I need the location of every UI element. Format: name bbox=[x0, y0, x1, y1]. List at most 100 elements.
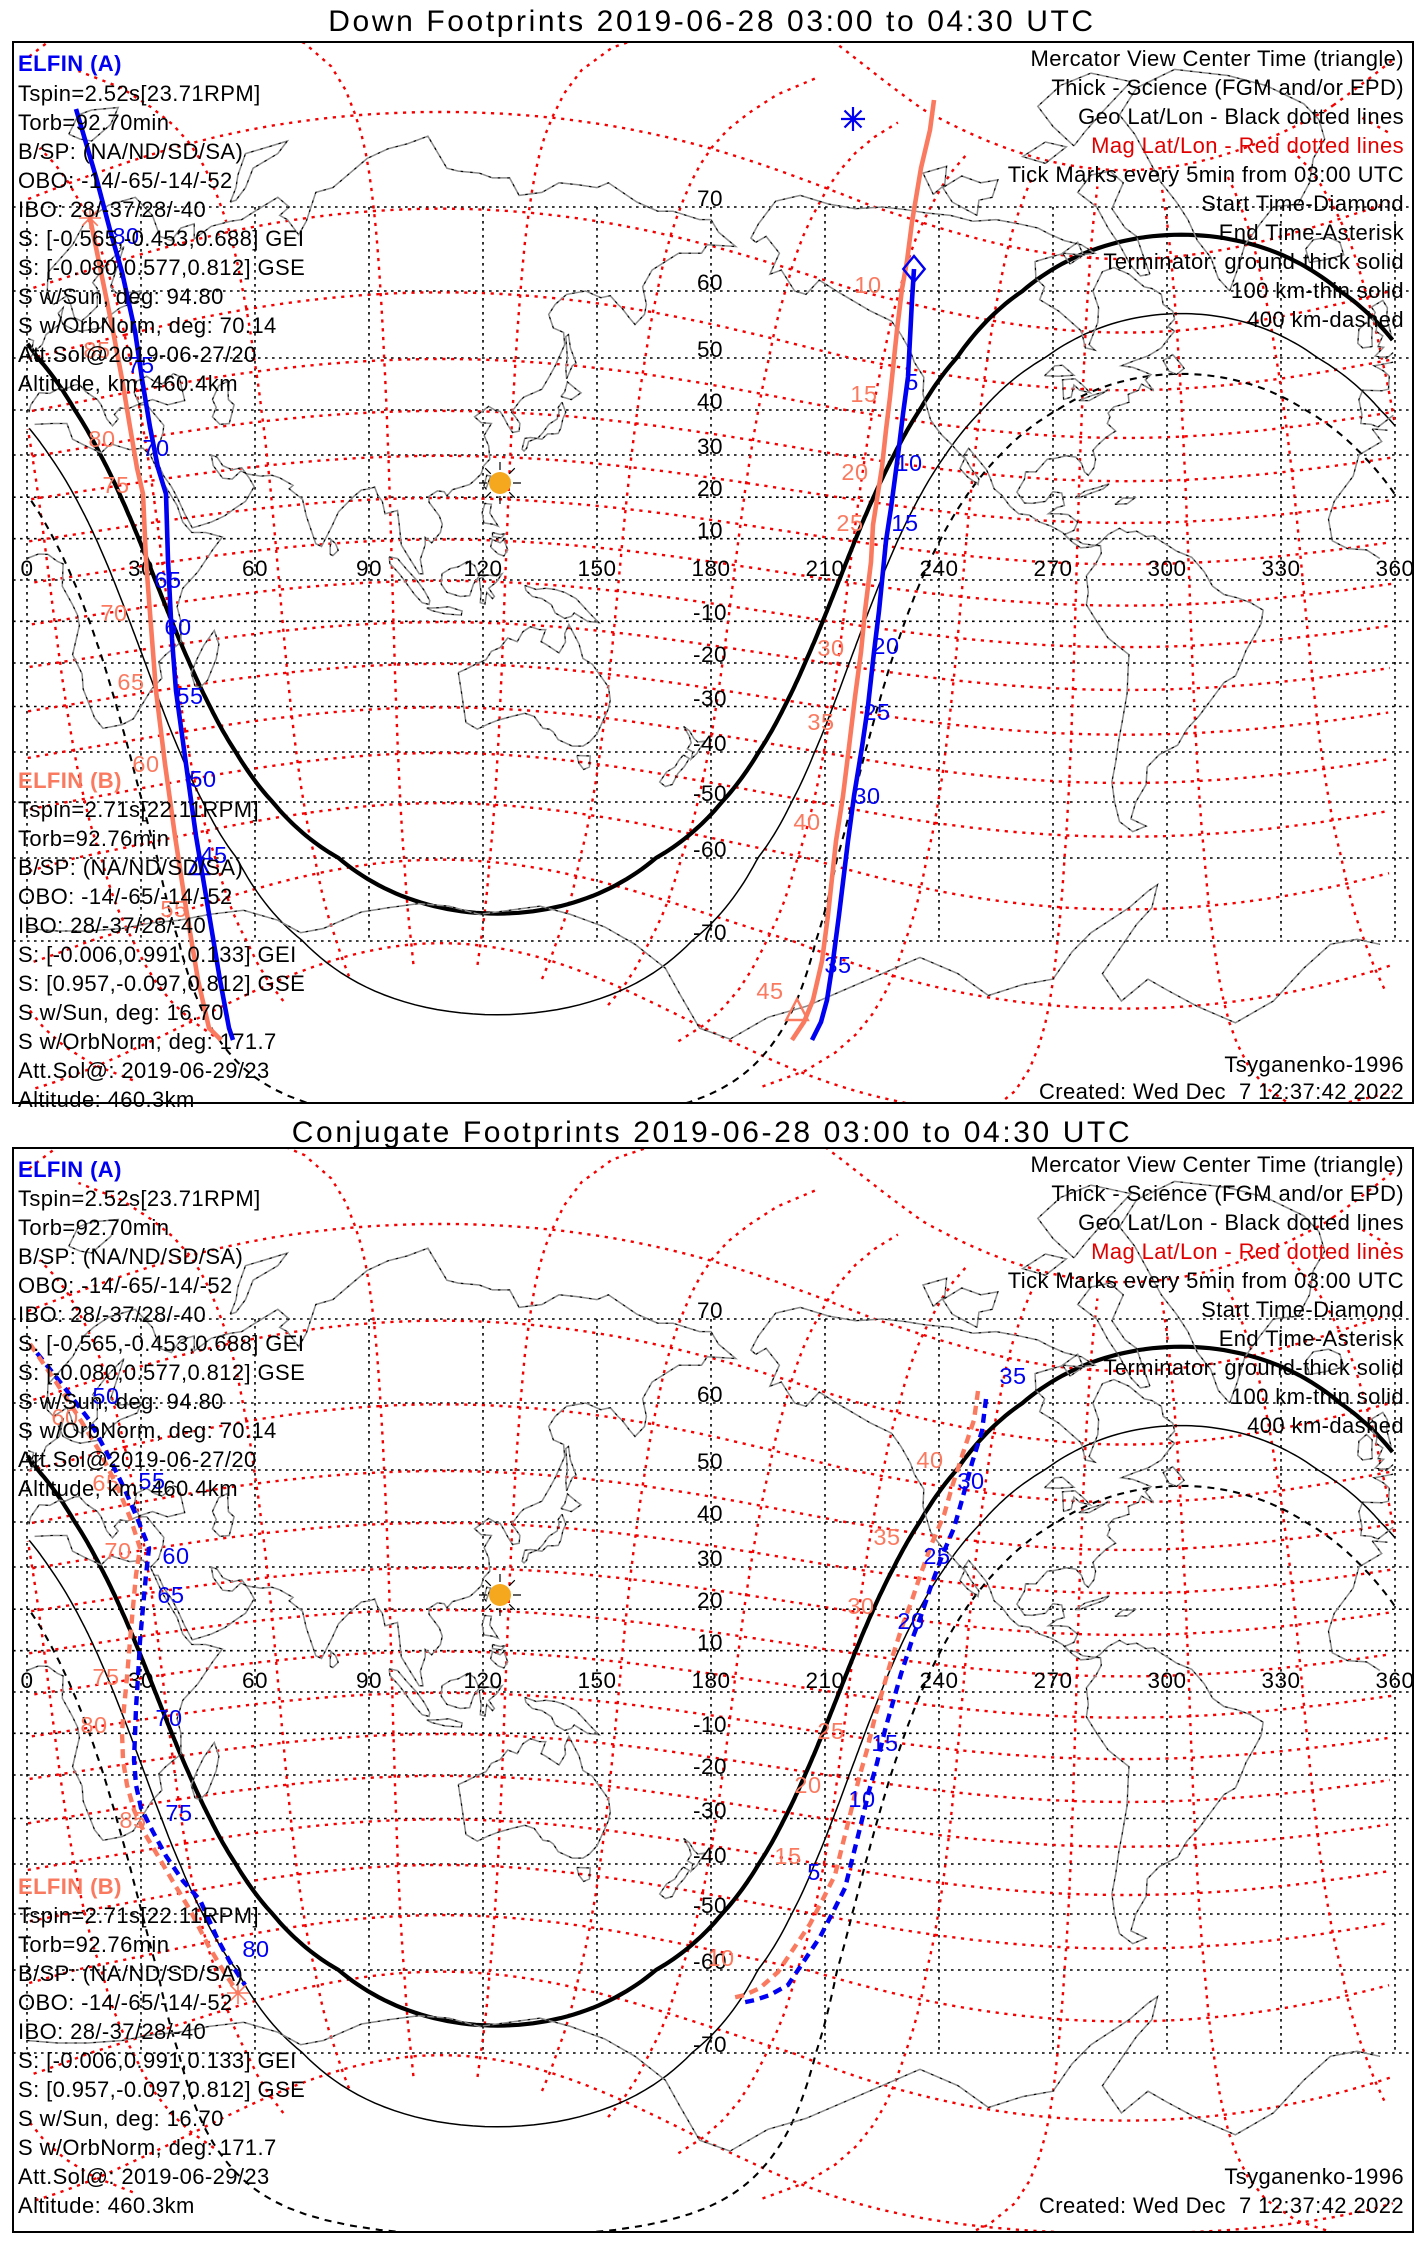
svg-text:Mag Lat/Lon - Red dotted lines: Mag Lat/Lon - Red dotted lines bbox=[1091, 1239, 1404, 1264]
svg-text:Torb=92.70min: Torb=92.70min bbox=[18, 110, 169, 135]
svg-text:25: 25 bbox=[863, 699, 890, 725]
svg-text:30: 30 bbox=[847, 1593, 874, 1619]
svg-text:-40: -40 bbox=[693, 1843, 727, 1868]
svg-text:Geo Lat/Lon - Black dotted lin: Geo Lat/Lon - Black dotted lines bbox=[1078, 104, 1404, 129]
svg-text:S w/Sun, deg: 94.80: S w/Sun, deg: 94.80 bbox=[18, 1389, 224, 1414]
svg-text:Start Time-Diamond: Start Time-Diamond bbox=[1201, 191, 1404, 216]
svg-text:40: 40 bbox=[697, 1501, 723, 1526]
svg-text:Start Time-Diamond: Start Time-Diamond bbox=[1201, 1297, 1404, 1322]
svg-text:10: 10 bbox=[848, 1786, 875, 1812]
svg-text:30: 30 bbox=[957, 1468, 984, 1494]
svg-text:20: 20 bbox=[872, 633, 899, 659]
svg-text:S: [-0.080,0.577,0.812] GSE: S: [-0.080,0.577,0.812] GSE bbox=[18, 255, 305, 280]
svg-text:Created: Wed Dec 7 12:37:42 2: Created: Wed Dec 7 12:37:42 2022 bbox=[1039, 1079, 1404, 1104]
svg-text:-50: -50 bbox=[693, 1893, 727, 1918]
svg-text:ELFIN (B): ELFIN (B) bbox=[18, 1874, 122, 1899]
svg-text:15: 15 bbox=[850, 381, 877, 407]
svg-text:OBO: -14/-65/-14/-52: OBO: -14/-65/-14/-52 bbox=[18, 1990, 233, 2015]
svg-text:80: 80 bbox=[88, 426, 115, 452]
svg-text:Altitude: 460.3km: Altitude: 460.3km bbox=[18, 2193, 195, 2218]
svg-text:35: 35 bbox=[873, 1524, 900, 1550]
svg-text:15: 15 bbox=[891, 510, 918, 536]
svg-text:210: 210 bbox=[805, 1668, 844, 1693]
svg-text:70: 70 bbox=[104, 1538, 131, 1564]
svg-text:Mercator View Center Time (tri: Mercator View Center Time (triangle) bbox=[1031, 46, 1404, 71]
svg-text:-30: -30 bbox=[693, 686, 727, 711]
svg-text:Tick Marks every 5min from 03:: Tick Marks every 5min from 03:00 UTC bbox=[1008, 162, 1404, 187]
svg-text:55: 55 bbox=[160, 896, 187, 922]
svg-text:10: 10 bbox=[697, 518, 723, 543]
svg-text:5: 5 bbox=[807, 1859, 821, 1885]
svg-text:400 km-dashed: 400 km-dashed bbox=[1247, 307, 1404, 332]
svg-text:270: 270 bbox=[1033, 1668, 1072, 1693]
svg-text:S: [-0.565,-0.453,0.688] GEI: S: [-0.565,-0.453,0.688] GEI bbox=[18, 226, 304, 251]
svg-text:30: 30 bbox=[697, 1546, 723, 1571]
svg-text:-60: -60 bbox=[693, 1949, 727, 1974]
svg-text:40: 40 bbox=[697, 389, 723, 414]
svg-text:Mag Lat/Lon - Red dotted lines: Mag Lat/Lon - Red dotted lines bbox=[1091, 133, 1404, 158]
svg-text:120: 120 bbox=[463, 1668, 502, 1693]
svg-text:S: [-0.006,0.991,0.133] GEI: S: [-0.006,0.991,0.133] GEI bbox=[18, 2048, 297, 2073]
svg-text:75: 75 bbox=[92, 1664, 119, 1690]
svg-text:OBO: -14/-65/-14/-52: OBO: -14/-65/-14/-52 bbox=[18, 1273, 233, 1298]
svg-text:S w/Sun, deg: 94.80: S w/Sun, deg: 94.80 bbox=[18, 284, 224, 309]
svg-text:0: 0 bbox=[20, 556, 33, 581]
svg-text:Altitude, km: 460.4km: Altitude, km: 460.4km bbox=[18, 371, 238, 396]
svg-text:S w/Sun, deg: 16.70: S w/Sun, deg: 16.70 bbox=[18, 1000, 224, 1025]
svg-text:B/SP: (NA/ND/SD/SA): B/SP: (NA/ND/SD/SA) bbox=[18, 855, 243, 880]
svg-text:Torb=92.76min: Torb=92.76min bbox=[18, 1932, 169, 1957]
svg-text:50: 50 bbox=[697, 337, 723, 362]
svg-text:IBO: 28/-37/28/-40: IBO: 28/-37/28/-40 bbox=[18, 2019, 206, 2044]
svg-text:65: 65 bbox=[117, 669, 144, 695]
svg-text:15: 15 bbox=[774, 1843, 801, 1869]
svg-text:85: 85 bbox=[119, 1807, 146, 1833]
svg-text:25: 25 bbox=[817, 1718, 844, 1744]
svg-text:Tick Marks every 5min from 03:: Tick Marks every 5min from 03:00 UTC bbox=[1008, 1268, 1404, 1293]
svg-text:70: 70 bbox=[697, 1298, 723, 1323]
svg-text:S w/OrbNorm, deg: 70.14: S w/OrbNorm, deg: 70.14 bbox=[18, 1418, 277, 1443]
svg-text:-70: -70 bbox=[693, 2032, 727, 2057]
svg-text:50: 50 bbox=[189, 766, 216, 792]
svg-text:35: 35 bbox=[999, 1363, 1026, 1389]
svg-text:-20: -20 bbox=[693, 1754, 727, 1779]
svg-text:15: 15 bbox=[871, 1730, 898, 1756]
svg-text:10: 10 bbox=[854, 272, 881, 298]
svg-text:60: 60 bbox=[697, 1382, 723, 1407]
svg-text:30: 30 bbox=[697, 434, 723, 459]
svg-text:Torb=92.70min: Torb=92.70min bbox=[18, 1215, 169, 1240]
svg-text:75: 75 bbox=[127, 352, 154, 378]
svg-text:45: 45 bbox=[756, 978, 783, 1004]
svg-text:0: 0 bbox=[20, 1668, 33, 1693]
svg-text:30: 30 bbox=[128, 1668, 154, 1693]
svg-text:20: 20 bbox=[794, 1772, 821, 1798]
svg-text:65: 65 bbox=[157, 1582, 184, 1608]
svg-text:Torb=92.76min: Torb=92.76min bbox=[18, 826, 169, 851]
svg-text:55: 55 bbox=[176, 683, 203, 709]
svg-text:S: [-0.080,0.577,0.812] GSE: S: [-0.080,0.577,0.812] GSE bbox=[18, 1360, 305, 1385]
svg-text:-10: -10 bbox=[693, 1712, 727, 1737]
svg-text:70: 70 bbox=[100, 600, 127, 626]
svg-text:B/SP: (NA/ND/SD/SA): B/SP: (NA/ND/SD/SA) bbox=[18, 139, 243, 164]
svg-text:Tsyganenko-1996: Tsyganenko-1996 bbox=[1224, 1052, 1404, 1077]
svg-text:-70: -70 bbox=[693, 920, 727, 945]
svg-text:45: 45 bbox=[200, 842, 227, 868]
svg-text:S: [0.957,-0.097,0.812] GSE: S: [0.957,-0.097,0.812] GSE bbox=[18, 971, 305, 996]
svg-text:-30: -30 bbox=[693, 1798, 727, 1823]
svg-text:65: 65 bbox=[154, 567, 181, 593]
svg-text:30: 30 bbox=[853, 783, 880, 809]
svg-text:Att.Sol@: 2019-06-29/23: Att.Sol@: 2019-06-29/23 bbox=[18, 1058, 270, 1083]
svg-text:60: 60 bbox=[697, 270, 723, 295]
svg-text:70: 70 bbox=[155, 1705, 182, 1731]
svg-text:180: 180 bbox=[691, 556, 730, 581]
svg-text:Conjugate Footprints 2019-06-2: Conjugate Footprints 2019-06-28 03:00 to… bbox=[292, 1116, 1132, 1149]
svg-text:60: 60 bbox=[162, 1543, 189, 1569]
svg-text:240: 240 bbox=[919, 556, 958, 581]
svg-text:Tspin=2.71s[22.11RPM]: Tspin=2.71s[22.11RPM] bbox=[18, 1903, 259, 1928]
svg-text:-60: -60 bbox=[693, 837, 727, 862]
svg-text:Tsyganenko-1996: Tsyganenko-1996 bbox=[1224, 2164, 1404, 2189]
svg-text:OBO: -14/-65/-14/-52: OBO: -14/-65/-14/-52 bbox=[18, 884, 233, 909]
svg-text:ELFIN (A): ELFIN (A) bbox=[18, 51, 122, 76]
svg-text:90: 90 bbox=[356, 1668, 382, 1693]
svg-text:25: 25 bbox=[923, 1543, 950, 1569]
svg-text:S w/Sun, deg: 16.70: S w/Sun, deg: 16.70 bbox=[18, 2106, 224, 2131]
